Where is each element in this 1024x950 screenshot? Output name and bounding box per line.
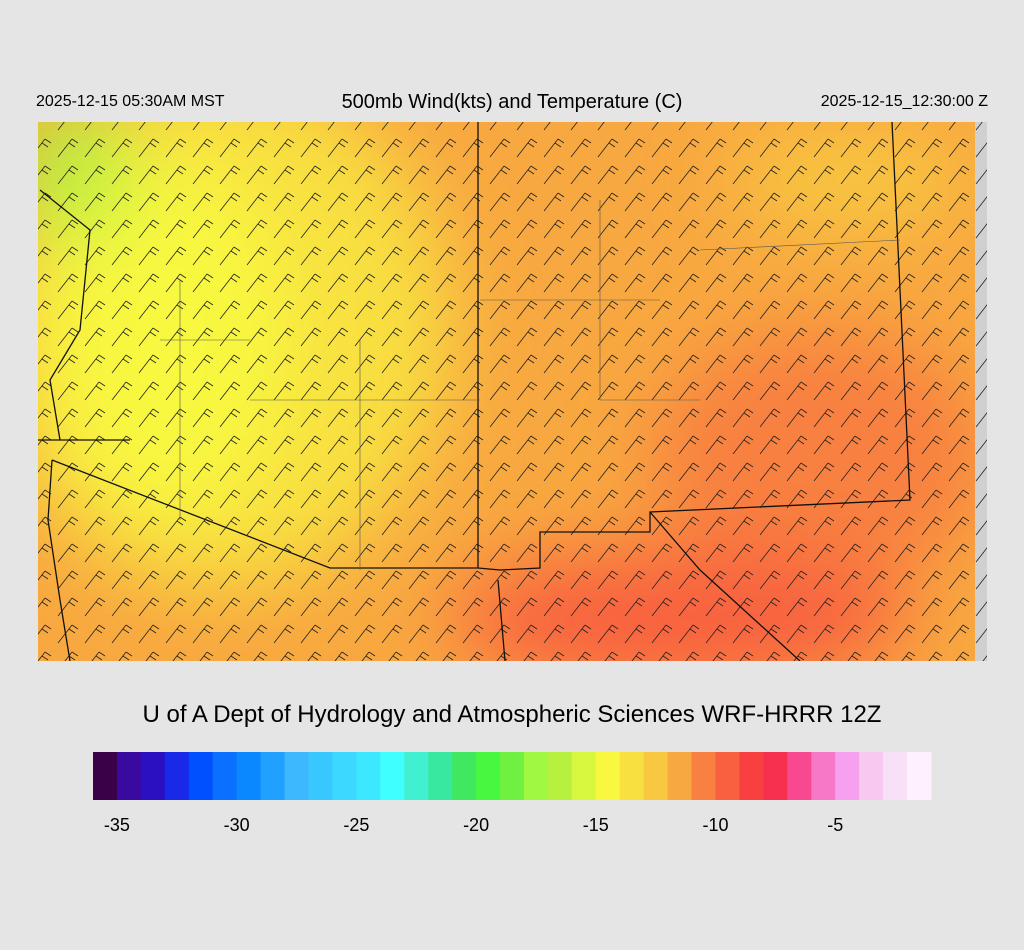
colorbar-swatch <box>763 752 788 800</box>
colorbar-swatch <box>93 752 118 800</box>
colorbar-swatch <box>667 752 693 800</box>
colorbar-swatch <box>260 752 286 800</box>
credit-line: U of A Dept of Hydrology and Atmospheric… <box>143 701 882 728</box>
colorbar-swatch <box>236 752 262 800</box>
colorbar-swatch <box>691 752 717 800</box>
valid-local: 2025-12-15 05:30AM MST <box>36 93 225 110</box>
colorbar-swatch <box>619 752 645 800</box>
colorbar-swatch <box>428 752 453 800</box>
colorbar-swatch <box>811 752 836 800</box>
colorbar-swatch <box>284 752 309 800</box>
colorbar-swatch <box>500 752 525 800</box>
colorbar-swatch <box>476 752 501 800</box>
colorbar-tick-label: -5 <box>827 815 843 835</box>
colorbar-swatch <box>356 752 381 800</box>
colorbar-swatch <box>116 752 142 800</box>
colorbar-swatch <box>715 752 740 800</box>
colorbar-swatch <box>739 752 764 800</box>
colorbar-swatch <box>835 752 860 800</box>
colorbar-swatch <box>859 752 884 800</box>
colorbar-swatch <box>571 752 597 800</box>
colorbar-swatch <box>164 752 190 800</box>
colorbar-swatch <box>140 752 166 800</box>
colorbar-swatch <box>595 752 621 800</box>
colorbar: -35 -30 -25 -20 -15 -10 -5 <box>93 752 932 835</box>
colorbar-swatch <box>212 752 238 800</box>
colorbar-swatch <box>380 752 405 800</box>
colorbar-tick-label: -15 <box>583 815 609 835</box>
colorbar-tick-label: -30 <box>224 815 250 835</box>
colorbar-tick-label: -10 <box>703 815 729 835</box>
map <box>38 122 987 661</box>
valid-utc: 2025-12-15_12:30:00 Z <box>821 93 988 110</box>
colorbar-swatch <box>883 752 908 800</box>
colorbar-swatch <box>523 752 549 800</box>
colorbar-swatch <box>332 752 357 800</box>
colorbar-swatch <box>404 752 429 800</box>
colorbar-swatch <box>308 752 333 800</box>
colorbar-tick-label: -35 <box>104 815 130 835</box>
colorbar-swatch <box>907 752 932 800</box>
colorbar-swatch <box>643 752 669 800</box>
colorbar-swatch <box>547 752 573 800</box>
colorbar-swatch <box>188 752 214 800</box>
colorbar-tick-label: -20 <box>463 815 489 835</box>
map-title: 500mb Wind(kts) and Temperature (C) <box>342 91 683 113</box>
colorbar-swatch <box>452 752 477 800</box>
colorbar-swatch <box>787 752 812 800</box>
colorbar-tick-label: -25 <box>343 815 369 835</box>
